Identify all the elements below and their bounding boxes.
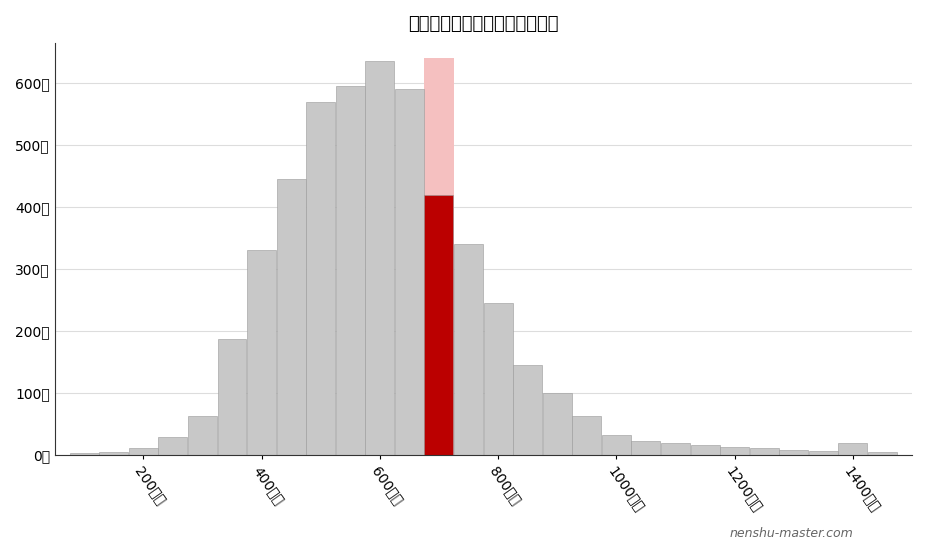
Bar — [306, 102, 336, 455]
Bar — [425, 58, 453, 455]
Bar — [248, 250, 276, 455]
Bar — [720, 447, 749, 455]
Bar — [691, 445, 719, 455]
Bar — [70, 453, 98, 455]
Bar — [542, 393, 572, 455]
Bar — [159, 437, 187, 455]
Bar — [218, 339, 247, 455]
Bar — [365, 61, 394, 455]
Bar — [395, 89, 424, 455]
Bar — [188, 416, 217, 455]
Bar — [99, 452, 128, 455]
Bar — [780, 449, 808, 455]
Bar — [129, 448, 158, 455]
Text: nenshu-master.com: nenshu-master.com — [730, 527, 853, 540]
Bar — [572, 416, 602, 455]
Bar — [868, 452, 897, 455]
Bar — [602, 435, 631, 455]
Bar — [838, 443, 868, 455]
Bar — [514, 365, 542, 455]
Bar — [425, 194, 453, 455]
Bar — [809, 451, 838, 455]
Bar — [484, 303, 513, 455]
Bar — [454, 244, 483, 455]
Bar — [750, 448, 779, 455]
Title: 丸和運輸機関の年収ポジション: 丸和運輸機関の年収ポジション — [408, 15, 559, 33]
Bar — [336, 86, 364, 455]
Bar — [631, 441, 660, 455]
Bar — [276, 179, 306, 455]
Bar — [661, 443, 690, 455]
